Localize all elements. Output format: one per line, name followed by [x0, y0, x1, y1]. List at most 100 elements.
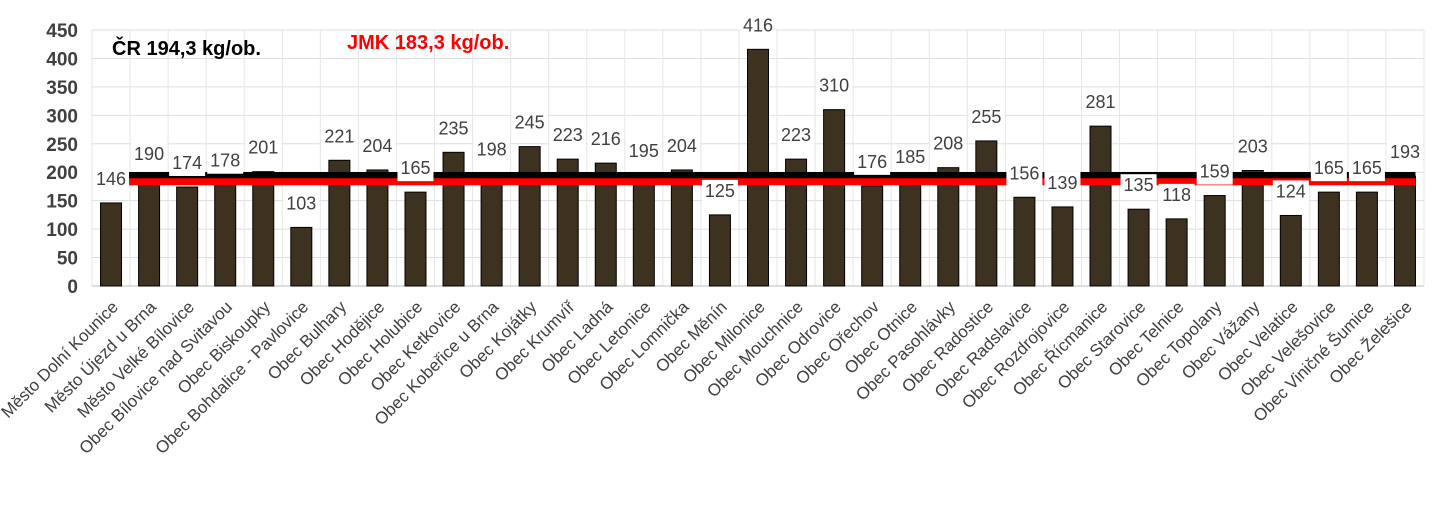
- bar: [1393, 175, 1416, 287]
- bar: [1317, 191, 1340, 287]
- data-label-background: [359, 134, 396, 159]
- data-label-background: [1196, 160, 1233, 185]
- data-label-background: [1082, 91, 1119, 116]
- data-label-background: [283, 192, 320, 217]
- data-label-background: [473, 138, 510, 163]
- data-label-background: [321, 125, 358, 150]
- data-label: 156: [1009, 163, 1039, 183]
- data-label-background: [740, 14, 776, 39]
- bar: [138, 177, 161, 287]
- data-label: 208: [933, 134, 963, 154]
- bar: [632, 174, 655, 287]
- bar: [937, 167, 960, 287]
- data-label-background: [1044, 171, 1081, 196]
- data-label-background: [207, 149, 244, 174]
- data-label: 223: [781, 125, 811, 145]
- y-tick-label: 0: [67, 277, 78, 298]
- data-label-background: [245, 136, 282, 161]
- bar: [899, 180, 922, 287]
- data-label: 118: [1162, 185, 1191, 205]
- y-tick-label: 200: [46, 163, 78, 184]
- data-label: 235: [439, 118, 469, 138]
- y-tick-label: 50: [57, 249, 78, 270]
- data-label: 245: [515, 113, 545, 133]
- bar: [366, 169, 389, 287]
- bar: [823, 109, 846, 287]
- data-label: 216: [591, 129, 621, 149]
- cr-average-label: ČR 194,3 kg/ob.: [112, 38, 261, 60]
- data-label: 204: [362, 136, 392, 156]
- data-label-background: [930, 132, 967, 157]
- data-label-background: [1272, 180, 1309, 205]
- bar: [1203, 195, 1226, 287]
- data-label: 203: [1238, 137, 1268, 157]
- data-label-background: [1310, 157, 1347, 182]
- bar: [404, 191, 427, 287]
- bar: [1279, 214, 1302, 287]
- data-label-background: [816, 74, 853, 99]
- data-label: 204: [667, 136, 697, 156]
- data-label-background: [701, 179, 738, 204]
- bar: [708, 214, 731, 287]
- data-label: 221: [324, 126, 354, 146]
- data-label: 223: [553, 125, 583, 145]
- data-label-background: [778, 124, 815, 149]
- data-label: 159: [1200, 162, 1230, 182]
- y-tick-label: 300: [46, 106, 78, 127]
- data-label-background: [1234, 135, 1271, 160]
- data-label-background: [511, 111, 548, 136]
- data-label: 165: [400, 158, 430, 178]
- bar: [480, 172, 503, 287]
- data-label: 139: [1047, 173, 1077, 193]
- y-tick-label: 400: [46, 49, 78, 70]
- reference-lines: [100, 171, 1416, 186]
- bar: [785, 158, 808, 287]
- data-label: 281: [1085, 92, 1115, 112]
- data-label-background: [549, 124, 586, 149]
- data-label-background: [1348, 157, 1385, 182]
- data-label: 176: [857, 152, 887, 172]
- bar: [1089, 125, 1112, 287]
- data-label-background: [1386, 141, 1423, 166]
- bar: [556, 158, 579, 287]
- y-tick-label: 250: [46, 135, 78, 156]
- bar: [442, 151, 465, 287]
- bar: [1241, 170, 1264, 287]
- bar: [1355, 191, 1378, 287]
- data-label-background: [587, 128, 624, 153]
- data-label: 103: [286, 193, 316, 213]
- y-tick-label: 350: [46, 78, 78, 99]
- data-label: 165: [1352, 158, 1382, 178]
- data-label-background: [854, 150, 891, 175]
- data-label-background: [397, 157, 434, 182]
- bar: [1013, 196, 1036, 287]
- data-label: 195: [629, 141, 659, 161]
- data-label: 165: [1314, 158, 1344, 178]
- data-label: 125: [705, 181, 735, 201]
- data-label: 416: [743, 15, 773, 35]
- y-tick-label: 100: [46, 220, 78, 241]
- data-label-background: [968, 105, 1005, 130]
- bar: [252, 171, 275, 287]
- bar: [214, 184, 237, 287]
- bar: [518, 146, 541, 287]
- data-label: 190: [134, 144, 164, 164]
- data-label: 185: [895, 147, 925, 167]
- data-label-background: [131, 142, 168, 167]
- data-label-background: [892, 145, 929, 170]
- bar: [328, 159, 351, 287]
- bar: [747, 48, 769, 287]
- bar: [100, 202, 123, 287]
- bar: [290, 226, 313, 287]
- data-label: 198: [477, 139, 507, 159]
- bar: [1127, 208, 1150, 287]
- bar: [670, 169, 693, 287]
- y-axis-ticks: 0 50 100 150 200 250 300 350 400 450: [46, 21, 78, 298]
- data-label-background: [625, 140, 662, 165]
- y-tick-label: 450: [46, 21, 78, 42]
- data-label-background: [169, 152, 206, 177]
- bar: [1165, 218, 1188, 287]
- bar: [176, 186, 199, 287]
